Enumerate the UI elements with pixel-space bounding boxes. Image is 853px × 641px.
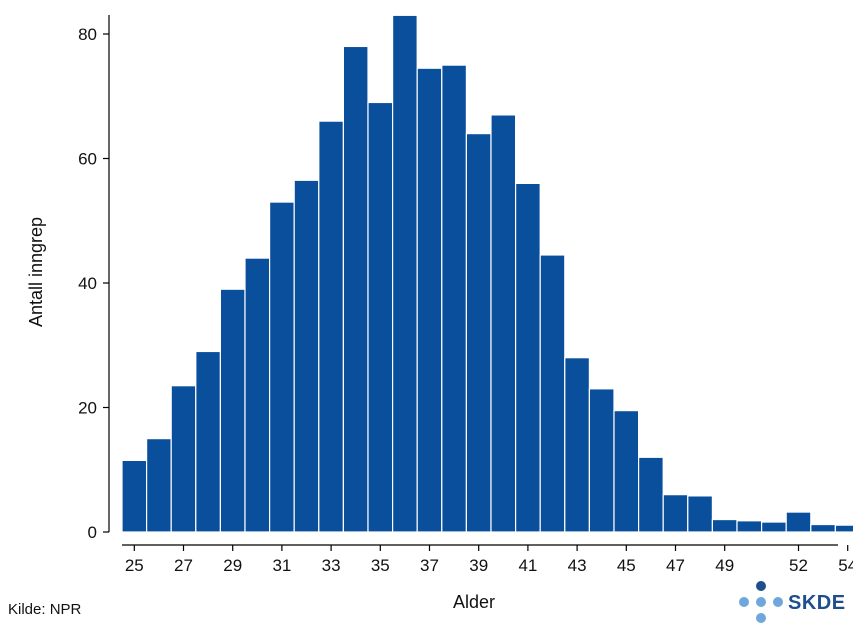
y-axis-title: Antall inngrep — [26, 217, 46, 327]
x-tick-label: 45 — [617, 556, 636, 575]
bar-age-41 — [514, 182, 541, 533]
bar-age-40 — [490, 114, 517, 533]
x-tick-label: 54 — [838, 556, 853, 575]
bar-age-53 — [810, 523, 836, 533]
x-tick-label: 52 — [789, 556, 808, 575]
x-tick-label: 29 — [223, 556, 242, 575]
bar-age-26 — [146, 438, 172, 533]
x-ticks-group: 25 27 29 31 33 35 37 39 41 43 45 47 49 52 54 — [125, 545, 853, 575]
bar-age-45 — [613, 410, 640, 533]
logo-dots-icon — [739, 581, 783, 623]
bar-age-42 — [539, 254, 566, 533]
x-tick-label: 49 — [715, 556, 734, 575]
bar-age-34 — [342, 45, 369, 533]
bar-age-52 — [785, 511, 812, 533]
y-tick-label: 80 — [78, 25, 97, 44]
bar-age-29 — [219, 288, 246, 533]
axes-group — [108, 15, 838, 546]
x-tick-label: 43 — [568, 556, 587, 575]
bar-age-44 — [588, 388, 615, 533]
skde-logo: SKDE — [736, 580, 846, 630]
x-tick-label: 37 — [420, 556, 439, 575]
bar-age-28 — [195, 350, 222, 533]
y-tick-label: 0 — [88, 523, 97, 542]
bar-age-37 — [416, 67, 443, 533]
bar-age-39 — [465, 133, 492, 533]
bars-group — [121, 14, 853, 533]
x-axis-title: Alder — [453, 592, 495, 612]
bar-age-33 — [318, 120, 344, 533]
x-tick-label: 47 — [666, 556, 685, 575]
bar-age-32 — [293, 179, 320, 533]
y-tick-label: 60 — [78, 150, 97, 169]
x-tick-label: 39 — [469, 556, 488, 575]
x-tick-label: 27 — [174, 556, 193, 575]
bar-age-31 — [269, 201, 295, 533]
bar-age-46 — [637, 456, 664, 533]
y-tick-label: 40 — [78, 274, 97, 293]
x-tick-label: 35 — [371, 556, 390, 575]
x-tick-label: 25 — [125, 556, 144, 575]
bar-age-35 — [367, 101, 394, 533]
bar-age-25 — [121, 459, 148, 533]
y-ticks-group: 0 20 40 60 80 — [78, 25, 109, 542]
x-tick-label: 33 — [322, 556, 341, 575]
bar-age-36 — [392, 14, 418, 533]
bar-age-54 — [834, 524, 853, 533]
x-tick-label: 31 — [272, 556, 291, 575]
bar-age-43 — [564, 357, 590, 533]
logo-text: SKDE — [788, 592, 846, 614]
bar-age-47 — [662, 494, 689, 533]
y-tick-label: 20 — [78, 399, 97, 418]
bar-age-38 — [441, 64, 467, 533]
bar-age-48 — [687, 495, 713, 533]
source-note: Kilde: NPR — [8, 601, 82, 618]
bar-age-30 — [244, 257, 271, 533]
bar-age-27 — [170, 385, 197, 533]
bar-age-49 — [711, 518, 738, 533]
bar-age-51 — [760, 521, 787, 533]
bar-age-50 — [736, 520, 763, 533]
x-tick-label: 41 — [518, 556, 537, 575]
